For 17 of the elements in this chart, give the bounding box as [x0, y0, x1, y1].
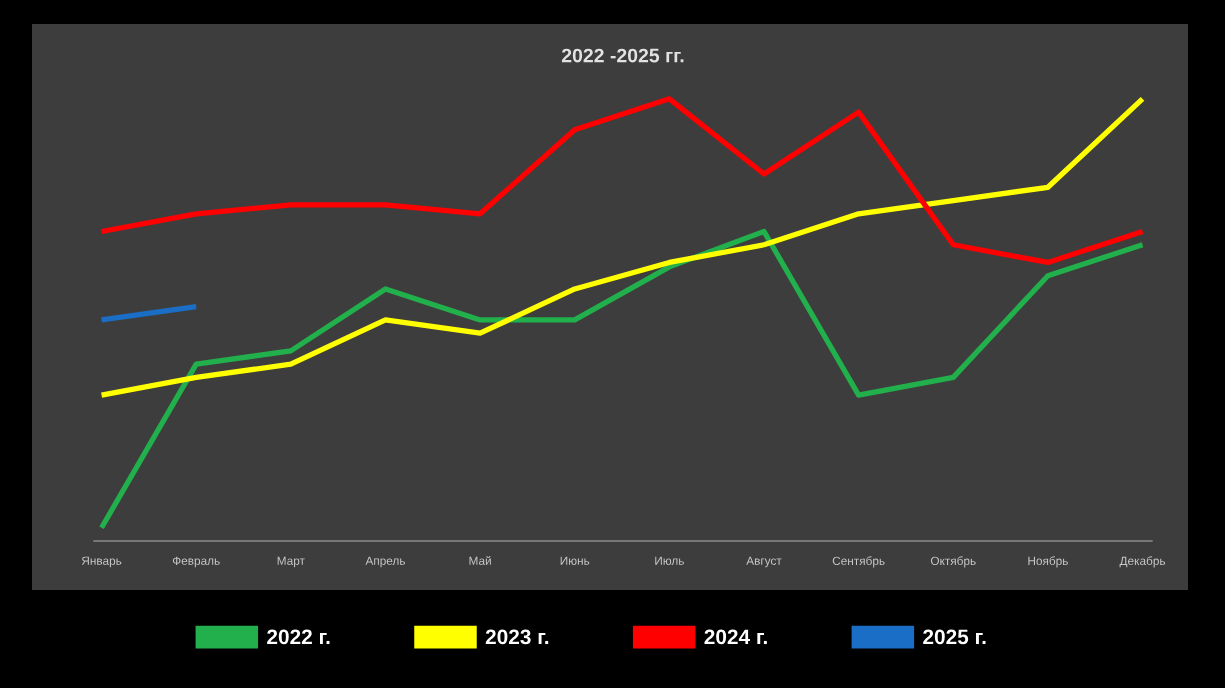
x-tick-label: Декабрь	[1119, 556, 1166, 568]
x-tick-label: Январь	[81, 556, 122, 568]
x-tick-label: Май	[469, 556, 491, 565]
x-tick-label: Октябрь	[930, 556, 976, 568]
legend-label: 2023 г.	[485, 629, 549, 645]
x-tick-label: Июнь	[560, 556, 590, 565]
legend-label: 2025 г.	[923, 629, 986, 645]
legend-label: 2022 г.	[267, 629, 330, 645]
x-tick-label: Июль	[655, 556, 684, 565]
x-tick-label: Август	[746, 556, 782, 568]
chart-title: 2022 -2025 гг.	[561, 48, 684, 63]
x-tick-label: Сентябрь	[832, 556, 885, 568]
x-tick-label: Апрель	[365, 556, 406, 568]
x-tick-label: Март	[277, 556, 305, 568]
x-tick-label: Февраль	[172, 556, 220, 568]
x-tick-label: Ноябрь	[1028, 556, 1068, 568]
legend-label: 2024 г.	[704, 629, 767, 645]
